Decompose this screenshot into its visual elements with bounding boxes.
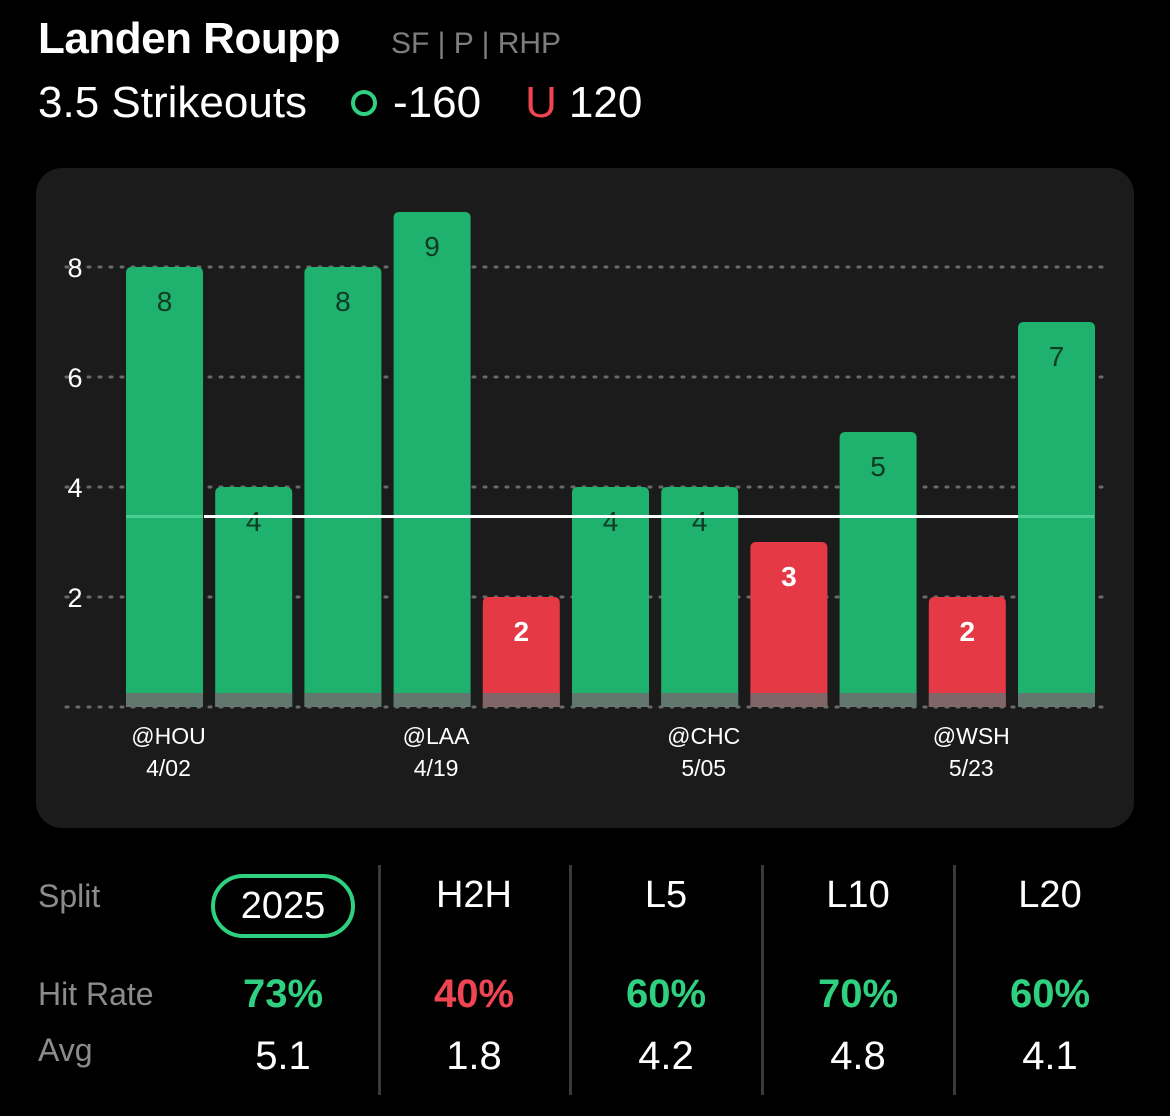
- avg-value: 4.8: [830, 1034, 886, 1078]
- split-row-label: Split: [38, 878, 101, 914]
- hit-rate-value: 60%: [1009, 972, 1091, 1016]
- chart-card: [36, 168, 1134, 828]
- split-column-l5[interactable]: L5 60% 4.2: [570, 860, 762, 1094]
- avg-value: 5.1: [255, 1034, 311, 1078]
- split-tab[interactable]: 2025: [187, 874, 379, 938]
- hit-rate-row-label: Hit Rate: [38, 976, 154, 1012]
- player-meta: SF | P | RHP: [391, 27, 562, 60]
- split-column-l20[interactable]: L20 60% 4.1: [954, 860, 1146, 1094]
- split-tab[interactable]: L10: [762, 874, 954, 917]
- column-divider: [378, 865, 381, 1095]
- column-divider: [761, 865, 764, 1095]
- over-icon: [351, 90, 378, 116]
- over-odds[interactable]: -160: [393, 78, 482, 127]
- hit-rate-value: 40%: [433, 972, 515, 1016]
- column-divider: [953, 865, 956, 1095]
- split-tab[interactable]: L5: [570, 874, 762, 917]
- avg-value: 4.2: [638, 1034, 694, 1078]
- splits-table: Split Hit Rate Avg 2025 73% 5.1 H2H 40% 1.8 L5…: [0, 860, 1170, 1100]
- hit-rate-value: 73%: [242, 972, 324, 1016]
- under-icon: U: [525, 78, 557, 127]
- split-tab-label: 2025: [210, 874, 356, 938]
- split-tab[interactable]: H2H: [378, 874, 570, 917]
- split-tab-label: H2H: [435, 874, 513, 916]
- split-column-l10[interactable]: L10 70% 4.8: [762, 860, 954, 1094]
- hit-rate-value: 70%: [817, 972, 899, 1016]
- under-odds[interactable]: 120: [568, 78, 643, 127]
- split-tab-label: L10: [826, 874, 890, 916]
- avg-value: 4.1: [1022, 1034, 1078, 1078]
- split-tab[interactable]: L20: [954, 874, 1146, 917]
- split-tab-label: L20: [1018, 874, 1082, 916]
- avg-value: 1.8: [446, 1034, 502, 1078]
- split-tab-label: L5: [644, 874, 688, 916]
- hit-rate-value: 60%: [625, 972, 707, 1016]
- prop-line: 3.5 Strikeouts -160 U 120: [38, 78, 642, 128]
- avg-row-label: Avg: [38, 1032, 93, 1068]
- prop-label: 3.5 Strikeouts: [38, 78, 308, 127]
- split-column-h2h[interactable]: H2H 40% 1.8: [378, 860, 570, 1094]
- split-column-2025[interactable]: 2025 73% 5.1: [187, 860, 379, 1094]
- column-divider: [569, 865, 572, 1095]
- player-name: Landen Roupp: [38, 14, 340, 63]
